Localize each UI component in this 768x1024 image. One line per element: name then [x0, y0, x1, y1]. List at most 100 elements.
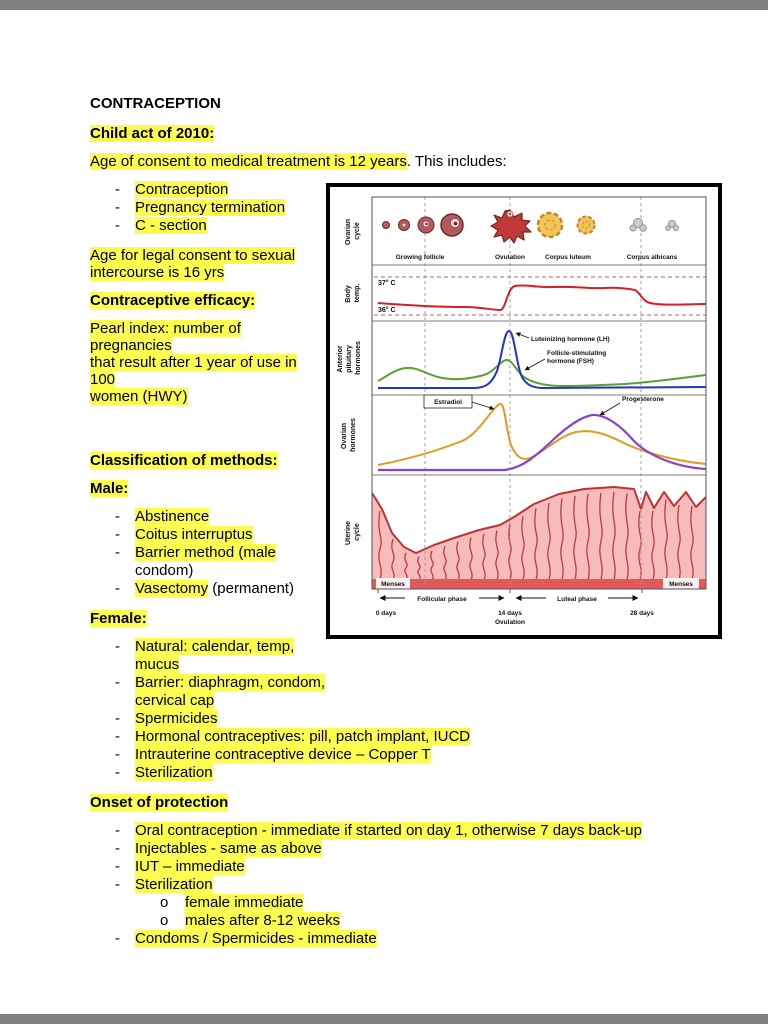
text-run: Coitus interruptus [135, 526, 253, 543]
endometrial-gland [599, 492, 603, 581]
text-run: Pearl index: number of pregnancies that … [90, 320, 297, 405]
menses-left-label: Menses [381, 581, 405, 588]
endometrial-gland [586, 493, 590, 581]
bullet-item: - Contraception [90, 181, 320, 199]
text-run: Intrauterine contraceptive device – Copp… [135, 746, 431, 763]
day14-label: 14 days [498, 610, 522, 617]
text-run: Injectables - same as above [135, 840, 322, 857]
bullet-item: - Pregnancy termination [90, 199, 320, 217]
follicular-label-box [405, 592, 479, 603]
pituitary-hormones-panel: Luteinizing hormone (LH) Follicle-stimul… [377, 329, 707, 390]
bullet-item: - Barrier method (male condom) [90, 544, 320, 580]
corpus-luteum-icons [536, 211, 596, 239]
day-gridlines [424, 197, 642, 589]
bullet-content: Barrier method (male condom) [135, 544, 320, 580]
endometrial-gland [677, 504, 681, 581]
bullet-content: Contraception [135, 181, 320, 199]
menses-right-box [663, 578, 699, 589]
bullet-marker: - [115, 181, 120, 198]
endometrial-gland [573, 495, 577, 581]
bullet-content: Sterilization [135, 764, 722, 782]
endometrial-gland [560, 498, 564, 581]
menstrual-cycle-figure: Menses Menses [326, 183, 722, 639]
bullet-item: - IUT – immediate [90, 858, 722, 876]
temp-36-label: 36° C [378, 306, 396, 314]
endometrial-gland [469, 537, 473, 581]
paragraph: Child act of 2010: [90, 125, 722, 142]
text-run: males after 8-12 weeks [185, 912, 341, 929]
bullet-marker: - [115, 544, 120, 561]
endometrial-gland [508, 524, 512, 581]
bullet-marker: - [115, 858, 120, 875]
bullet-item: - Intrauterine contraceptive device – Cop… [90, 746, 722, 764]
bullet-list: - Contraception - Pregnancy termination - C -… [90, 181, 722, 235]
bullet-content: C - section [135, 217, 320, 235]
bullet-content: Condoms / Spermicides - immediate [135, 930, 722, 948]
bullet-list: - Natural: calendar, temp, mucus - Barrier:… [90, 638, 722, 782]
text-run: Abstinence [135, 508, 210, 525]
text-run: Spermicides [135, 710, 218, 727]
bullet-item: - Vasectomy (permanent) [90, 580, 320, 598]
endometrial-gland [625, 493, 629, 581]
endometrial-gland [430, 550, 434, 581]
bullet-item: - Hormonal contraceptives: pill, patch im… [90, 728, 722, 746]
text-run: Condoms / Spermicides - immediate [135, 930, 377, 947]
phase-axis: Follicular phase Luteal phase 0 days 14 … [376, 592, 654, 626]
progesterone-arrow [599, 402, 621, 416]
endometrial-gland [417, 556, 421, 581]
bullet-item: - Oral contraception - immediate if start… [90, 822, 722, 840]
temp-37-label: 37° C [378, 279, 396, 287]
text-run: Hormonal contraceptives: pill, patch imp… [135, 728, 471, 745]
paragraph: Classification of methods: [90, 452, 722, 469]
endometrial-gland [690, 505, 694, 581]
bullet-content: males after 8-12 weeks [185, 912, 722, 930]
text-run: Barrier: diaphragm, condom, cervical cap [135, 674, 326, 709]
estradiol-arrow [471, 401, 495, 410]
paragraph: Male: [90, 480, 722, 497]
text-run: Age of consent to medical treatment is 1… [90, 153, 407, 170]
bullet-content: Injectables - same as above [135, 840, 722, 858]
bullet-marker: o [160, 894, 169, 911]
progesterone-label: Progesterone [622, 396, 664, 403]
bullet-marker: - [115, 822, 120, 839]
bullet-marker: - [115, 746, 120, 763]
day0-label: 0 days [376, 610, 397, 617]
text-run: Barrier method (male [135, 544, 276, 561]
text-run: female immediate [185, 894, 304, 911]
side-axis-labels: Ovarian cycle Body temp. Anterior pituit… [337, 217, 362, 545]
body-temp-panel: 37° C 36° C [374, 276, 707, 316]
text-run: Pregnancy termination [135, 199, 286, 216]
bullet-item: - Abstinence [90, 508, 320, 526]
text-run: Oral contraception - immediate if starte… [135, 822, 642, 839]
endometrial-gland [651, 510, 655, 581]
luteal-label-box [546, 592, 608, 603]
endometrium-base [372, 579, 706, 589]
fsh-arrow [524, 358, 546, 371]
text-run: Age for legal consent to sexual intercou… [90, 247, 296, 281]
bullet-content: IUT – immediate [135, 858, 722, 876]
menses-right-label: Menses [669, 581, 693, 588]
endometrial-gland [482, 533, 486, 581]
pituitary-axis-label: Anterior pituitary hormones [337, 341, 362, 375]
bullet-list: - Oral contraception - immediate if start… [90, 822, 722, 948]
bullet-marker: - [115, 930, 120, 947]
estradiol-curve [377, 402, 707, 466]
endometrial-gland [534, 508, 538, 581]
bullet-marker: - [115, 217, 120, 234]
ovarian-cycle-axis-label: Ovarian cycle [345, 217, 361, 245]
bullet-marker: - [115, 764, 120, 781]
text-run: CONTRACEPTION [90, 95, 221, 112]
text-run: Vasectomy [135, 580, 209, 597]
endometrial-glands [378, 491, 694, 581]
bullet-marker: - [115, 876, 120, 893]
uterine-cycle-panel: Menses Menses [371, 486, 707, 589]
bullet-item: - Barrier: diaphragm, condom, cervical ca… [90, 674, 722, 710]
endometrium-contour [371, 486, 707, 554]
bullet-marker: - [115, 508, 120, 525]
endometrial-gland [456, 541, 460, 581]
text-run: Classification of methods: [90, 452, 278, 469]
panel-frame [371, 196, 707, 593]
ovarian-hormones-panel: Estradiol Progesterone [377, 394, 707, 472]
bullet-content: Hormonal contraceptives: pill, patch imp… [135, 728, 722, 746]
endometrium-fill [372, 487, 706, 589]
